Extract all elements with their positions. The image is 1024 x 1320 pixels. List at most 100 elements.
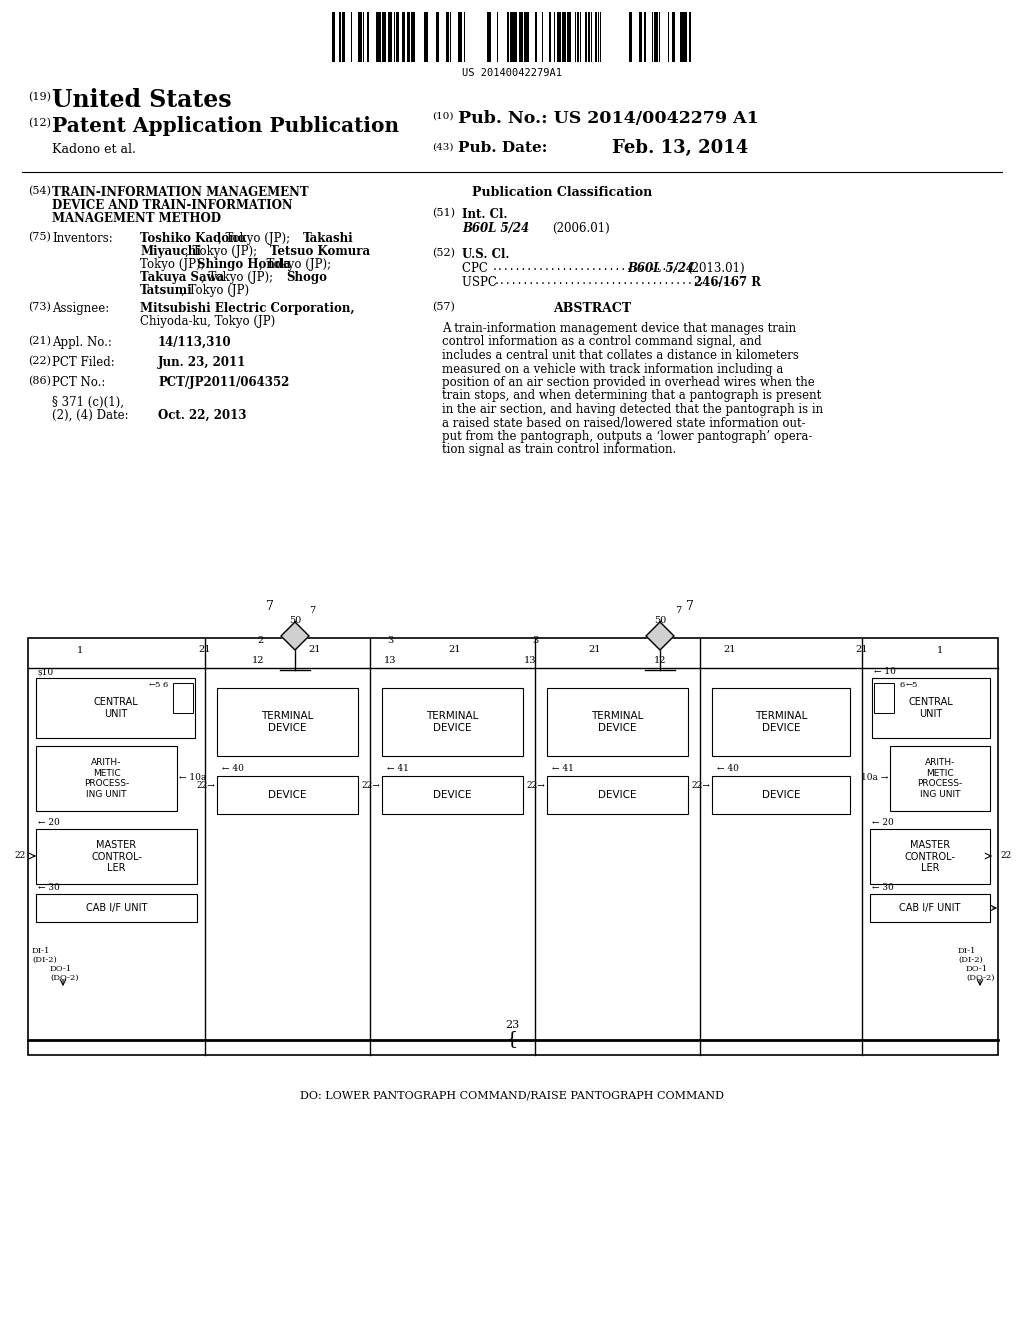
Text: DEVICE AND TRAIN-INFORMATION: DEVICE AND TRAIN-INFORMATION — [52, 199, 293, 213]
Bar — [36, 894, 197, 921]
Text: 21: 21 — [724, 645, 736, 653]
Text: ABSTRACT: ABSTRACT — [553, 302, 631, 315]
Bar — [567, 12, 571, 62]
Bar — [379, 12, 381, 62]
Bar — [562, 12, 566, 62]
Bar — [524, 12, 526, 62]
Text: , Tokyo (JP): , Tokyo (JP) — [181, 284, 249, 297]
Text: 7: 7 — [266, 601, 274, 612]
Text: 21: 21 — [309, 645, 322, 653]
Text: 22→: 22→ — [526, 781, 545, 791]
Text: 7: 7 — [675, 606, 681, 615]
Text: (2006.01): (2006.01) — [552, 222, 609, 235]
Text: MASTER
CONTROL-
LER: MASTER CONTROL- LER — [904, 840, 955, 873]
Text: DEVICE: DEVICE — [433, 789, 472, 800]
Text: Tetsuo Komura: Tetsuo Komura — [270, 246, 370, 257]
Text: (57): (57) — [432, 302, 455, 313]
Bar — [411, 12, 415, 62]
Text: Int. Cl.: Int. Cl. — [462, 209, 508, 220]
Text: Toshiko Kadono: Toshiko Kadono — [140, 232, 246, 246]
Bar — [388, 12, 392, 62]
Text: (21): (21) — [28, 337, 51, 346]
Bar — [654, 12, 658, 62]
Text: ← 10a: ← 10a — [179, 774, 206, 783]
Bar — [513, 12, 517, 62]
Text: DO-1
(DO-2): DO-1 (DO-2) — [966, 965, 994, 982]
Text: Assignee:: Assignee: — [52, 302, 110, 315]
Text: 22→: 22→ — [691, 781, 710, 791]
Text: (54): (54) — [28, 186, 51, 197]
Text: ← 10: ← 10 — [874, 667, 896, 676]
Bar — [342, 12, 345, 62]
Text: 21: 21 — [856, 645, 868, 653]
Text: DO-1
(DO-2): DO-1 (DO-2) — [50, 965, 79, 982]
Text: Feb. 13, 2014: Feb. 13, 2014 — [612, 139, 749, 157]
Text: ← 40: ← 40 — [717, 764, 739, 774]
Text: includes a central unit that collates a distance in kilometers: includes a central unit that collates a … — [442, 348, 799, 362]
Bar — [382, 776, 523, 814]
Bar — [28, 638, 998, 1055]
Bar — [644, 12, 646, 62]
Bar — [535, 12, 537, 62]
Text: Appl. No.:: Appl. No.: — [52, 337, 112, 348]
Text: 12: 12 — [252, 656, 264, 665]
Bar — [526, 12, 529, 62]
Text: ← 20: ← 20 — [872, 818, 894, 828]
Text: 3: 3 — [387, 636, 393, 645]
Text: Mitsubishi Electric Corporation,: Mitsubishi Electric Corporation, — [140, 302, 354, 315]
Text: CPC: CPC — [462, 261, 492, 275]
Bar — [339, 12, 341, 62]
Bar — [510, 12, 513, 62]
Text: DO: LOWER PANTOGRAPH COMMAND/RAISE PANTOGRAPH COMMAND: DO: LOWER PANTOGRAPH COMMAND/RAISE PANTO… — [300, 1090, 724, 1100]
Text: , Tokyo (JP);: , Tokyo (JP); — [218, 232, 294, 246]
Text: ← 30: ← 30 — [38, 883, 59, 892]
Text: 7: 7 — [309, 606, 315, 615]
Text: (52): (52) — [432, 248, 455, 259]
Text: 14/113,310: 14/113,310 — [158, 337, 231, 348]
Text: {: { — [506, 1030, 518, 1048]
Text: TERMINAL
DEVICE: TERMINAL DEVICE — [755, 711, 807, 733]
Bar — [547, 776, 688, 814]
Text: 10a →: 10a → — [861, 774, 888, 783]
Bar — [407, 12, 410, 62]
Text: CAB I/F UNIT: CAB I/F UNIT — [86, 903, 147, 913]
Text: DI-1
(DI-2): DI-1 (DI-2) — [32, 946, 56, 964]
Text: in the air section, and having detected that the pantograph is in: in the air section, and having detected … — [442, 403, 823, 416]
Bar — [890, 746, 990, 810]
Text: Takashi: Takashi — [303, 232, 353, 246]
Text: 2: 2 — [656, 636, 664, 645]
Text: Patent Application Publication: Patent Application Publication — [52, 116, 399, 136]
Text: (19): (19) — [28, 92, 51, 103]
Text: 13: 13 — [523, 656, 537, 665]
Text: B60L 5/24: B60L 5/24 — [627, 261, 694, 275]
Text: (73): (73) — [28, 302, 51, 313]
Text: ← 20: ← 20 — [38, 818, 59, 828]
Bar — [332, 12, 335, 62]
Text: ←5: ←5 — [906, 681, 919, 689]
Bar — [217, 776, 358, 814]
Text: Oct. 22, 2013: Oct. 22, 2013 — [158, 409, 247, 422]
Text: 50: 50 — [289, 616, 301, 624]
Bar — [549, 12, 551, 62]
Text: (51): (51) — [432, 209, 455, 218]
Bar — [547, 688, 688, 756]
Text: 246/167 R: 246/167 R — [694, 276, 761, 289]
Text: 22→: 22→ — [197, 781, 215, 791]
Bar — [489, 12, 490, 62]
Text: Miyauchi: Miyauchi — [140, 246, 201, 257]
Text: ș10: ș10 — [38, 667, 54, 676]
Bar — [639, 12, 642, 62]
Polygon shape — [646, 622, 674, 649]
Text: 21: 21 — [449, 645, 461, 653]
Text: Jun. 23, 2011: Jun. 23, 2011 — [158, 356, 246, 370]
Text: CENTRAL
UNIT: CENTRAL UNIT — [908, 697, 953, 719]
Text: put from the pantograph, outputs a ‘lower pantograph’ opera-: put from the pantograph, outputs a ‘lowe… — [442, 430, 812, 444]
Text: ←5: ←5 — [148, 681, 161, 689]
Text: Pub. No.: US 2014/0042279 A1: Pub. No.: US 2014/0042279 A1 — [458, 110, 759, 127]
Bar — [689, 12, 691, 62]
Bar — [588, 12, 590, 62]
Bar — [36, 829, 197, 884]
Bar — [520, 12, 523, 62]
Text: TERMINAL
DEVICE: TERMINAL DEVICE — [261, 711, 313, 733]
Bar — [872, 678, 990, 738]
